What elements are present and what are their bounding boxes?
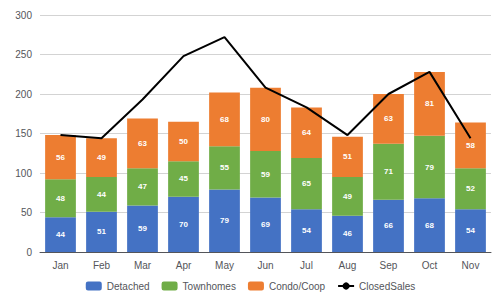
svg-text:Jul: Jul	[300, 260, 313, 271]
svg-text:56: 56	[56, 153, 65, 162]
svg-text:54: 54	[466, 226, 475, 235]
svg-text:54: 54	[302, 226, 311, 235]
svg-text:Aug: Aug	[339, 260, 357, 271]
svg-text:65: 65	[302, 179, 311, 188]
svg-text:50: 50	[21, 207, 33, 218]
svg-text:69: 69	[261, 220, 270, 229]
svg-text:63: 63	[138, 139, 147, 148]
svg-text:ClosedSales: ClosedSales	[359, 281, 415, 292]
svg-text:81: 81	[425, 99, 434, 108]
svg-text:68: 68	[425, 221, 434, 230]
svg-text:250: 250	[15, 49, 32, 60]
svg-text:Townhomes: Townhomes	[183, 281, 236, 292]
svg-text:58: 58	[466, 141, 475, 150]
svg-text:Mar: Mar	[134, 260, 152, 271]
svg-text:46: 46	[343, 229, 352, 238]
svg-text:51: 51	[97, 227, 106, 236]
svg-text:Feb: Feb	[93, 260, 111, 271]
svg-text:200: 200	[15, 89, 32, 100]
svg-text:Jan: Jan	[52, 260, 68, 271]
svg-text:Oct: Oct	[422, 260, 438, 271]
svg-text:80: 80	[261, 115, 270, 124]
svg-text:Nov: Nov	[462, 260, 480, 271]
svg-text:Jun: Jun	[257, 260, 273, 271]
svg-text:71: 71	[384, 167, 393, 176]
svg-text:64: 64	[302, 128, 311, 137]
svg-text:300: 300	[15, 10, 32, 21]
svg-text:63: 63	[384, 114, 393, 123]
svg-text:51: 51	[343, 152, 352, 161]
svg-text:Apr: Apr	[176, 260, 192, 271]
svg-text:Sep: Sep	[380, 260, 398, 271]
svg-text:68: 68	[220, 115, 229, 124]
svg-text:45: 45	[179, 174, 188, 183]
svg-text:Condo/Coop: Condo/Coop	[269, 281, 326, 292]
svg-text:44: 44	[97, 190, 106, 199]
svg-text:52: 52	[466, 184, 475, 193]
svg-text:59: 59	[261, 170, 270, 179]
svg-text:48: 48	[56, 194, 65, 203]
svg-text:55: 55	[220, 163, 229, 172]
svg-text:49: 49	[97, 153, 106, 162]
svg-text:May: May	[215, 260, 234, 271]
svg-text:66: 66	[384, 221, 393, 230]
svg-text:49: 49	[343, 192, 352, 201]
svg-text:70: 70	[179, 220, 188, 229]
svg-text:79: 79	[220, 216, 229, 225]
svg-text:100: 100	[15, 168, 32, 179]
svg-text:150: 150	[15, 128, 32, 139]
svg-text:44: 44	[56, 230, 65, 239]
svg-text:50: 50	[179, 137, 188, 146]
svg-text:Detached: Detached	[107, 281, 150, 292]
svg-text:47: 47	[138, 182, 147, 191]
svg-text:0: 0	[26, 247, 32, 258]
svg-text:79: 79	[425, 163, 434, 172]
svg-text:59: 59	[138, 224, 147, 233]
